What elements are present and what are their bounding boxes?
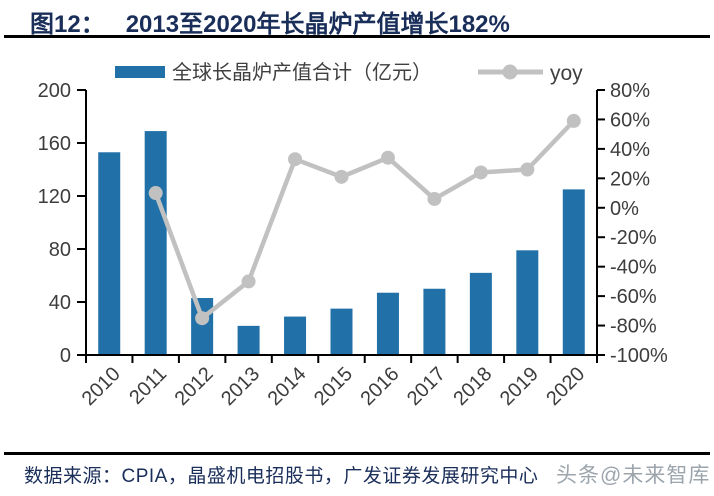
bar-2014 bbox=[284, 316, 307, 355]
bar-2015 bbox=[330, 308, 353, 355]
yoy-line bbox=[153, 119, 576, 321]
y-right-tick-label: -100% bbox=[610, 345, 668, 367]
legend-bar-label: 全球长晶炉产值合计（亿元） bbox=[172, 61, 432, 84]
bar-2011 bbox=[144, 131, 167, 355]
y-right-tick-label: -20% bbox=[610, 227, 657, 249]
yoy-marker-2016 bbox=[380, 150, 395, 165]
y-right-tick-label: -40% bbox=[610, 257, 657, 279]
x-axis-label: 2018 bbox=[449, 363, 496, 410]
y-left-tick-label: 40 bbox=[49, 292, 71, 314]
y-left-tick-label: 200 bbox=[38, 80, 71, 102]
y-left-tick-label: 160 bbox=[38, 133, 71, 155]
bar-2019 bbox=[516, 250, 539, 355]
title-divider-rule bbox=[4, 35, 710, 38]
yoy-marker-2017 bbox=[427, 191, 442, 206]
bar-2013 bbox=[237, 325, 260, 355]
y-right-tick-label: 20% bbox=[610, 168, 650, 190]
yoy-marker-2012 bbox=[195, 311, 210, 326]
figure-title: 2013至2020年长晶炉产值增长182% bbox=[125, 11, 510, 38]
yoy-marker-2018 bbox=[473, 165, 488, 180]
yoy-marker-2015 bbox=[334, 169, 349, 184]
bar-2010 bbox=[98, 152, 121, 355]
y-right-tick-label: 0% bbox=[610, 198, 639, 220]
x-axis-label: 2012 bbox=[171, 363, 218, 410]
data-source-text: 数据来源：CPIA，晶盛机电招股书，广发证券发展研究中心 bbox=[24, 466, 539, 487]
legend-bar-swatch bbox=[115, 66, 165, 78]
yoy-marker-2013 bbox=[241, 274, 256, 289]
bar-2020 bbox=[562, 189, 585, 355]
footer-divider-rule bbox=[4, 452, 710, 455]
yoy-marker-2019 bbox=[520, 162, 535, 177]
y-left-tick-label: 120 bbox=[38, 186, 71, 208]
combo-chart: 全球长晶炉产值合计（亿元） yoy 0 40 80 120 160 200 80% 60% 40% 2… bbox=[38, 61, 668, 410]
x-axis-label: 2019 bbox=[496, 363, 543, 410]
figure-number-label: 图12： bbox=[30, 11, 105, 38]
x-axis-label: 2011 bbox=[125, 363, 171, 409]
x-axis-label: 2013 bbox=[217, 363, 264, 410]
y-right-tick-label: 60% bbox=[610, 109, 650, 131]
bar-2018 bbox=[469, 272, 492, 355]
y-right-tick-label: 40% bbox=[610, 139, 650, 161]
x-axis-label: 2010 bbox=[78, 363, 125, 410]
y-left-tick-label: 80 bbox=[49, 239, 71, 261]
x-axis-label: 2017 bbox=[403, 363, 450, 410]
watermark-text: 头条@未来智库 bbox=[556, 464, 711, 487]
bar-2012 bbox=[191, 298, 214, 355]
y-right-tick-label: -60% bbox=[610, 286, 657, 308]
yoy-marker-2020 bbox=[566, 113, 581, 128]
y-right-tick-label: -80% bbox=[610, 316, 657, 338]
x-axis-label: 2015 bbox=[310, 363, 357, 410]
legend-line-marker bbox=[502, 64, 518, 80]
yoy-marker-2011 bbox=[148, 186, 163, 201]
x-axis-label: 2020 bbox=[542, 363, 589, 410]
x-axis-label: 2014 bbox=[264, 363, 311, 410]
figure-title-row: 图12： 2013至2020年长晶炉产值增长182% bbox=[30, 4, 510, 39]
bar-2016 bbox=[376, 292, 399, 355]
y-right-tick-label: 80% bbox=[610, 80, 650, 102]
x-axis-label: 2016 bbox=[356, 363, 403, 410]
y-left-tick-label: 0 bbox=[60, 345, 71, 367]
yoy-marker-2014 bbox=[288, 152, 303, 167]
legend-line-label: yoy bbox=[550, 62, 583, 85]
bar-2017 bbox=[423, 288, 446, 355]
